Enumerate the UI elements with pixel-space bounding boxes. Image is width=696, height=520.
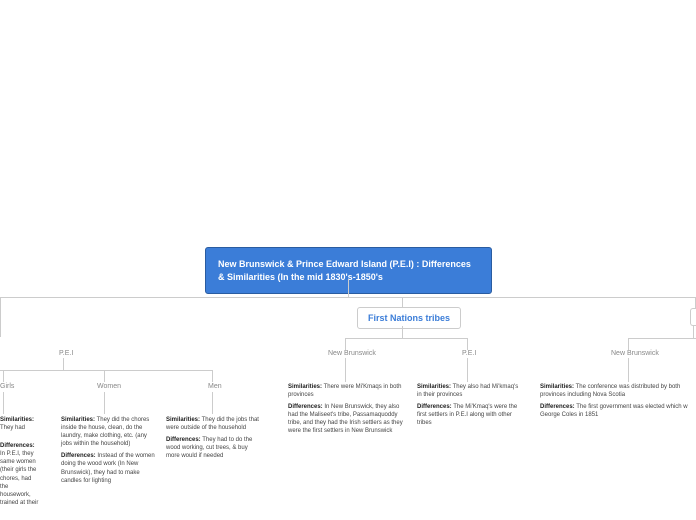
sim-label: Similarities: — [0, 417, 34, 423]
connector — [693, 326, 694, 338]
connector — [345, 338, 346, 350]
connector — [212, 370, 213, 382]
cutoff-node — [690, 308, 696, 326]
province-nb-2: New Brunswick — [611, 350, 659, 357]
connector — [3, 370, 4, 382]
connector — [628, 338, 629, 350]
pei-fn-block: Similarities: They also had Mi'kmaq's in… — [417, 383, 522, 431]
sim-label: Similarities: — [540, 384, 574, 390]
sim-label: Similarities: — [417, 384, 451, 390]
connector — [0, 297, 1, 337]
role-girls: Girls — [0, 383, 14, 390]
diff-label: Differences: — [417, 404, 452, 410]
connector — [628, 338, 696, 339]
connector — [345, 358, 346, 382]
diff-label: Differences: — [61, 453, 96, 459]
connector — [402, 326, 403, 338]
first-nations-label: First Nations tribes — [368, 313, 450, 323]
province-pei-1: P.E.I — [59, 350, 73, 357]
connector — [467, 338, 468, 350]
girls-block: Similarities: They had Differences: In P… — [0, 416, 40, 511]
connector — [212, 392, 213, 414]
role-women: Women — [97, 383, 121, 390]
connector — [345, 338, 468, 339]
women-block: Similarities: They did the chores inside… — [61, 416, 156, 489]
province-pei-2: P.E.I — [462, 350, 476, 357]
diff-label: Differences: — [166, 437, 201, 443]
nb-fn-block: Similarities: There were Mi'Kmaqs in bot… — [288, 383, 403, 440]
connector — [628, 358, 629, 382]
connector — [3, 392, 4, 414]
diff-label: Differences: — [0, 443, 35, 449]
connector — [104, 370, 105, 382]
diff-label: Differences: — [288, 404, 323, 410]
sim-label: Similarities: — [166, 417, 200, 423]
sim-text: They had — [0, 425, 25, 431]
connector — [348, 279, 349, 297]
connector — [0, 370, 213, 371]
diff-label: Differences: — [540, 404, 575, 410]
nb-right-block: Similarities: The conference was distrib… — [540, 383, 696, 423]
sim-label: Similarities: — [61, 417, 95, 423]
sim-label: Similarities: — [288, 384, 322, 390]
connector — [467, 358, 468, 382]
connector — [402, 297, 403, 307]
diff-text: In P.E.I, they same women (their girls t… — [0, 451, 38, 506]
connector — [0, 297, 696, 298]
role-men: Men — [208, 383, 222, 390]
province-nb-1: New Brunswick — [328, 350, 376, 357]
root-title: New Brunswick & Prince Edward Island (P.… — [218, 259, 471, 282]
connector — [104, 392, 105, 414]
connector — [63, 358, 64, 370]
men-block: Similarities: They did the jobs that wer… — [166, 416, 261, 464]
first-nations-node[interactable]: First Nations tribes — [357, 307, 461, 329]
